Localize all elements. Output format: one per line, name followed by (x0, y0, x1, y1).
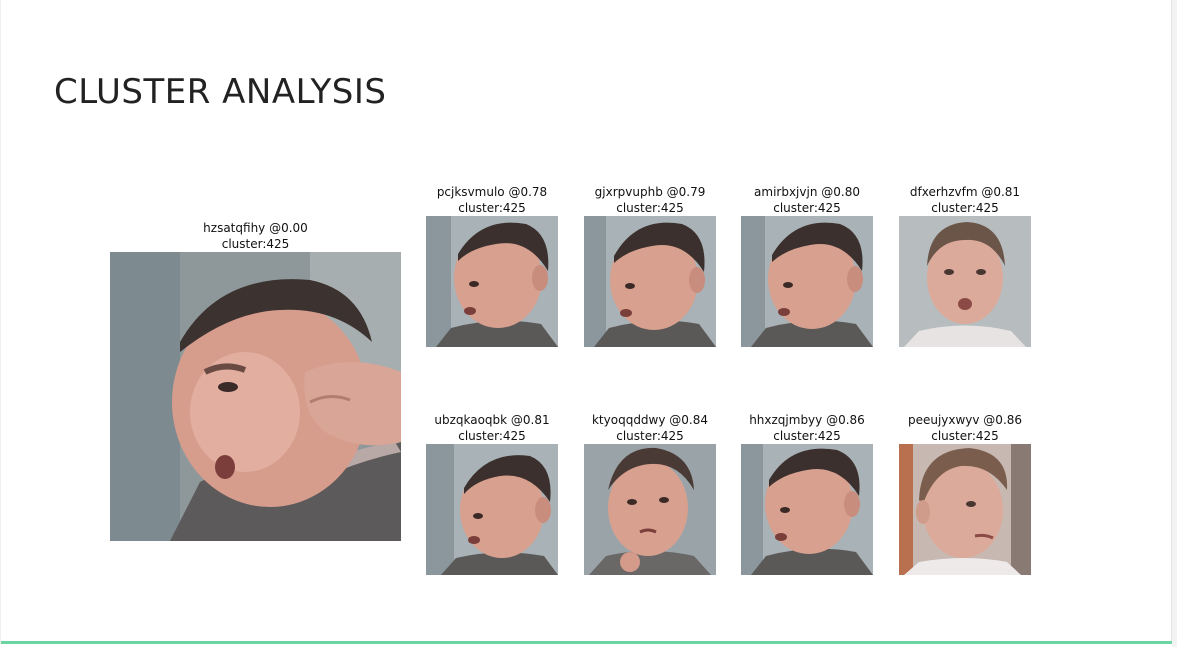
match-caption-id: ktyoqqddwy @0.84 (591, 413, 708, 427)
match-caption-id: pcjksvmulo @0.78 (436, 185, 548, 199)
match-caption-id: hhxzqjmbyy @0.86 (749, 413, 865, 427)
match-face-card: amirbxjvjn @0.80 cluster:425 (732, 184, 882, 347)
match-caption: amirbxjvjn @0.80 cluster:425 (732, 184, 882, 216)
match-caption-cluster: cluster:425 (616, 201, 684, 215)
match-face-card: dfxerhzvfm @0.81 cluster:425 (890, 184, 1040, 347)
match-face-image (584, 444, 716, 575)
match-face-image (584, 216, 716, 347)
match-face-image (899, 444, 1031, 575)
match-caption: ubzqkaoqbk @0.81 cluster:425 (417, 412, 567, 444)
match-face-card: hhxzqjmbyy @0.86 cluster:425 (732, 412, 882, 575)
match-caption-cluster: cluster:425 (458, 201, 526, 215)
match-caption-cluster: cluster:425 (931, 201, 999, 215)
match-face-image (741, 216, 873, 347)
match-caption-id: peeujyxwyv @0.86 (907, 413, 1023, 427)
slide-title: CLUSTER ANALYSIS (54, 72, 387, 112)
match-caption-id: dfxerhzvfm @0.81 (909, 185, 1021, 199)
match-face-image (426, 444, 558, 575)
match-caption-cluster: cluster:425 (773, 201, 841, 215)
match-caption-id: ubzqkaoqbk @0.81 (434, 413, 550, 427)
query-face-card: hzsatqfihy @0.00 cluster:425 (110, 220, 401, 541)
query-caption-id: hzsatqfihy @0.00 (203, 221, 308, 235)
match-face-card: ubzqkaoqbk @0.81 cluster:425 (417, 412, 567, 575)
match-face-card: peeujyxwyv @0.86 cluster:425 (890, 412, 1040, 575)
match-caption-cluster: cluster:425 (773, 429, 841, 443)
match-face-image (899, 216, 1031, 347)
match-face-image (426, 216, 558, 347)
match-caption-id: amirbxjvjn @0.80 (754, 185, 860, 199)
match-caption-cluster: cluster:425 (458, 429, 526, 443)
match-caption: ktyoqqddwy @0.84 cluster:425 (575, 412, 725, 444)
query-caption-cluster: cluster:425 (221, 237, 290, 251)
match-caption: dfxerhzvfm @0.81 cluster:425 (890, 184, 1040, 216)
accent-bottom-bar (1, 641, 1173, 644)
match-caption-cluster: cluster:425 (931, 429, 999, 443)
match-caption-cluster: cluster:425 (616, 429, 684, 443)
match-caption: gjxrpvuphb @0.79 cluster:425 (575, 184, 725, 216)
slide-edge-shadow (1172, 0, 1177, 647)
match-face-card: pcjksvmulo @0.78 cluster:425 (417, 184, 567, 347)
match-caption-id: gjxrpvuphb @0.79 (594, 185, 706, 199)
match-caption: pcjksvmulo @0.78 cluster:425 (417, 184, 567, 216)
query-face-image (110, 252, 401, 541)
match-face-card: ktyoqqddwy @0.84 cluster:425 (575, 412, 725, 575)
query-caption: hzsatqfihy @0.00 cluster:425 (110, 220, 401, 252)
match-face-card: gjxrpvuphb @0.79 cluster:425 (575, 184, 725, 347)
match-caption: hhxzqjmbyy @0.86 cluster:425 (732, 412, 882, 444)
match-face-image (741, 444, 873, 575)
match-caption: peeujyxwyv @0.86 cluster:425 (890, 412, 1040, 444)
